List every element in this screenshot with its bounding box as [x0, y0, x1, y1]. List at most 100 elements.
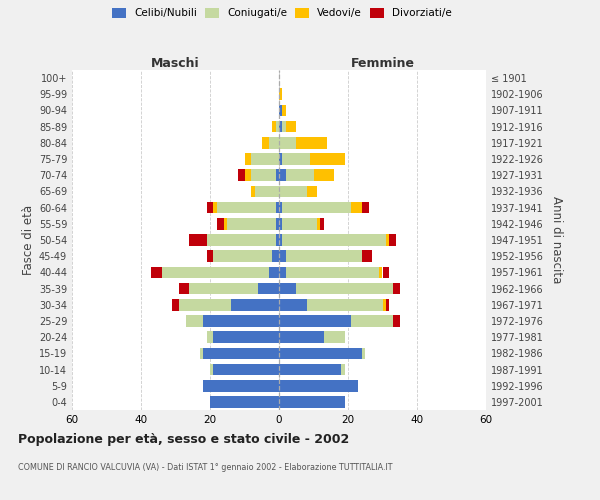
Bar [279, 104, 283, 117]
Bar [352, 202, 362, 213]
Bar [217, 218, 224, 230]
Bar [206, 202, 214, 213]
Bar [210, 396, 279, 407]
Bar [286, 250, 362, 262]
Bar [238, 170, 245, 181]
Bar [203, 315, 279, 327]
Text: Popolazione per età, sesso e stato civile - 2002: Popolazione per età, sesso e stato civil… [18, 432, 349, 446]
Bar [279, 137, 296, 148]
Bar [272, 250, 279, 262]
Bar [151, 266, 162, 278]
Bar [286, 121, 296, 132]
Y-axis label: Anni di nascita: Anni di nascita [550, 196, 563, 284]
Bar [245, 153, 251, 165]
Legend: Celibi/Nubili, Coniugati/e, Vedovi/e, Divorziati/e: Celibi/Nubili, Coniugati/e, Vedovi/e, Di… [112, 8, 452, 18]
Bar [203, 348, 279, 359]
Bar [275, 121, 279, 132]
Bar [389, 234, 396, 246]
Bar [269, 137, 279, 148]
Bar [206, 250, 214, 262]
Text: COMUNE DI RANCIO VALCUVIA (VA) - Dati ISTAT 1° gennaio 2002 - Elaborazione TUTTI: COMUNE DI RANCIO VALCUVIA (VA) - Dati IS… [18, 462, 392, 471]
Bar [296, 282, 393, 294]
Bar [386, 299, 389, 310]
Bar [259, 282, 279, 294]
Bar [386, 234, 389, 246]
Bar [279, 364, 341, 376]
Bar [362, 250, 372, 262]
Bar [283, 218, 317, 230]
Bar [283, 202, 352, 213]
Bar [324, 332, 344, 343]
Bar [310, 153, 344, 165]
Bar [279, 282, 296, 294]
Bar [231, 299, 279, 310]
Bar [279, 186, 307, 198]
Bar [251, 186, 255, 198]
Bar [200, 348, 203, 359]
Bar [190, 282, 259, 294]
Bar [255, 186, 279, 198]
Bar [275, 234, 279, 246]
Bar [210, 364, 214, 376]
Bar [283, 104, 286, 117]
Bar [279, 218, 283, 230]
Bar [275, 218, 279, 230]
Bar [190, 234, 206, 246]
Bar [383, 299, 386, 310]
Bar [279, 396, 344, 407]
Bar [275, 170, 279, 181]
Bar [279, 266, 286, 278]
Bar [279, 88, 283, 100]
Bar [279, 380, 358, 392]
Bar [279, 348, 362, 359]
Bar [283, 153, 310, 165]
Bar [179, 282, 190, 294]
Bar [279, 170, 286, 181]
Bar [383, 266, 389, 278]
Bar [279, 250, 286, 262]
Bar [214, 364, 279, 376]
Bar [203, 380, 279, 392]
Bar [227, 218, 275, 230]
Bar [362, 348, 365, 359]
Bar [279, 332, 324, 343]
Bar [341, 364, 344, 376]
Bar [214, 250, 272, 262]
Bar [317, 218, 320, 230]
Bar [379, 266, 383, 278]
Bar [352, 315, 393, 327]
Bar [393, 315, 400, 327]
Bar [272, 121, 275, 132]
Bar [286, 170, 314, 181]
Bar [275, 202, 279, 213]
Text: Femmine: Femmine [350, 57, 415, 70]
Bar [314, 170, 334, 181]
Bar [393, 282, 400, 294]
Y-axis label: Fasce di età: Fasce di età [22, 205, 35, 275]
Bar [279, 234, 283, 246]
Bar [214, 332, 279, 343]
Bar [307, 186, 317, 198]
Bar [279, 153, 283, 165]
Bar [217, 202, 275, 213]
Bar [362, 202, 368, 213]
Bar [186, 315, 203, 327]
Bar [279, 202, 283, 213]
Bar [296, 137, 328, 148]
Bar [269, 266, 279, 278]
Bar [206, 332, 214, 343]
Bar [279, 121, 283, 132]
Bar [262, 137, 269, 148]
Bar [283, 121, 286, 132]
Bar [279, 315, 352, 327]
Bar [307, 299, 383, 310]
Bar [224, 218, 227, 230]
Bar [320, 218, 324, 230]
Bar [206, 234, 275, 246]
Bar [162, 266, 269, 278]
Bar [179, 299, 231, 310]
Bar [251, 153, 279, 165]
Bar [279, 299, 307, 310]
Bar [286, 266, 379, 278]
Bar [251, 170, 275, 181]
